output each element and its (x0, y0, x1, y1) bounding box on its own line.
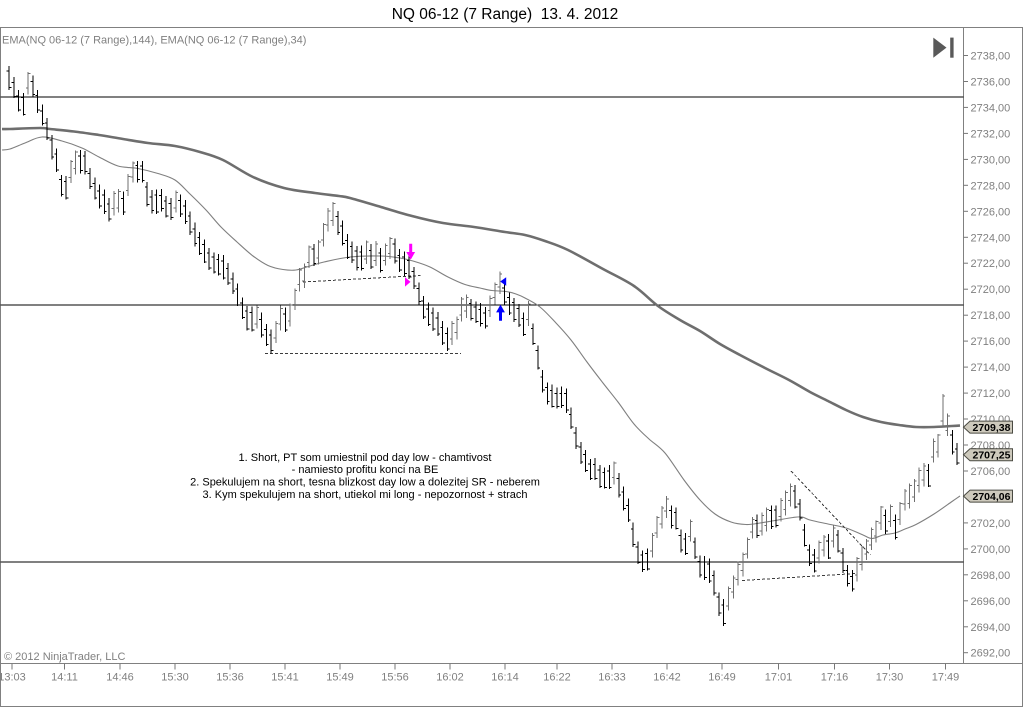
svg-text:17:30: 17:30 (876, 672, 904, 684)
svg-text:2724,00: 2724,00 (971, 232, 1011, 244)
svg-text:© 2012 NinjaTrader, LLC: © 2012 NinjaTrader, LLC (4, 651, 125, 663)
svg-text:2730,00: 2730,00 (971, 154, 1011, 166)
svg-text:2702,00: 2702,00 (971, 518, 1011, 530)
svg-text:17:49: 17:49 (932, 672, 960, 684)
svg-text:2722,00: 2722,00 (971, 258, 1011, 270)
svg-text:2700,00: 2700,00 (971, 544, 1011, 556)
svg-text:15:30: 15:30 (161, 672, 189, 684)
svg-text:2736,00: 2736,00 (971, 77, 1011, 89)
svg-text:2720,00: 2720,00 (971, 284, 1011, 296)
svg-text:2709,38: 2709,38 (973, 422, 1011, 434)
svg-text:16:49: 16:49 (708, 672, 736, 684)
svg-text:16:33: 16:33 (598, 672, 626, 684)
svg-text:14:46: 14:46 (106, 672, 134, 684)
svg-text:2692,00: 2692,00 (971, 648, 1011, 660)
svg-text:2734,00: 2734,00 (971, 102, 1011, 114)
svg-text:2728,00: 2728,00 (971, 180, 1011, 192)
svg-text:2707,25: 2707,25 (973, 450, 1011, 462)
svg-text:16:02: 16:02 (436, 672, 464, 684)
svg-text:NQ 06-12 (7 Range) 13. 4. 201: NQ 06-12 (7 Range) 13. 4. 2012 (392, 6, 619, 23)
svg-text:16:22: 16:22 (543, 672, 571, 684)
svg-text:2706,00: 2706,00 (971, 466, 1011, 478)
svg-text:15:49: 15:49 (326, 672, 354, 684)
svg-text:2698,00: 2698,00 (971, 570, 1011, 582)
svg-text:14:11: 14:11 (51, 672, 78, 684)
svg-text:EMA(NQ 06-12 (7 Range),144), E: EMA(NQ 06-12 (7 Range),144), EMA(NQ 06-1… (2, 35, 306, 47)
svg-text:2738,00: 2738,00 (971, 51, 1011, 63)
svg-text:17:01: 17:01 (765, 672, 793, 684)
svg-text:16:14: 16:14 (491, 672, 519, 684)
svg-text:3. Kym spekulujem na short, ut: 3. Kym spekulujem na short, utiekol mi l… (203, 489, 528, 501)
svg-text:13:03: 13:03 (0, 672, 26, 684)
svg-text:2696,00: 2696,00 (971, 596, 1011, 608)
svg-text:1. Short, PT som umiestnil pod: 1. Short, PT som umiestnil pod day low -… (239, 452, 492, 464)
svg-text:- namiesto profitu konci na BE: - namiesto profitu konci na BE (292, 464, 439, 476)
svg-text:2718,00: 2718,00 (971, 310, 1011, 322)
svg-text:2726,00: 2726,00 (971, 206, 1011, 218)
svg-text:17:16: 17:16 (821, 672, 849, 684)
svg-text:2716,00: 2716,00 (971, 336, 1011, 348)
svg-text:16:42: 16:42 (653, 672, 681, 684)
svg-text:15:36: 15:36 (216, 672, 244, 684)
svg-text:2712,00: 2712,00 (971, 388, 1011, 400)
svg-text:15:41: 15:41 (271, 672, 299, 684)
svg-text:15:56: 15:56 (381, 672, 409, 684)
svg-text:2732,00: 2732,00 (971, 128, 1011, 140)
svg-text:2694,00: 2694,00 (971, 622, 1011, 634)
svg-text:2. Spekulujem na short, tesna: 2. Spekulujem na short, tesna blizkost d… (190, 477, 540, 489)
svg-text:2714,00: 2714,00 (971, 362, 1011, 374)
svg-text:2704,06: 2704,06 (973, 491, 1011, 503)
